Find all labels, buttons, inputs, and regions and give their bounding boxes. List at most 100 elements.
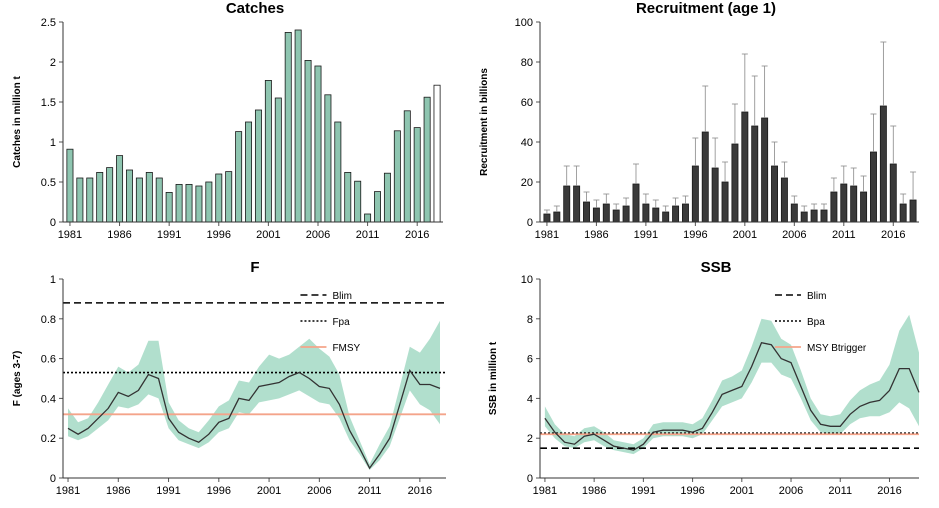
bar-1986 xyxy=(116,155,124,223)
y-tick-label: 0.8 xyxy=(41,314,56,326)
bar-2013 xyxy=(383,172,391,223)
bar-1983 xyxy=(86,177,94,223)
bar-1999 xyxy=(245,121,253,223)
confidence-band xyxy=(544,314,919,455)
bar-2001 xyxy=(741,111,749,223)
bar-2014 xyxy=(870,151,877,223)
x-tick-label: 2001 xyxy=(730,485,754,497)
legend-label-blim: Blim xyxy=(807,291,826,302)
y-tick-label: 0 xyxy=(50,217,56,229)
bar-1995 xyxy=(681,203,689,223)
bar-1997 xyxy=(225,171,233,223)
bar-1989 xyxy=(145,171,153,223)
bar-1982 xyxy=(76,177,84,223)
chart-panel-1: Catches Catches in million t 0 0.5 1 1.5 2 2.5 1… xyxy=(12,0,443,241)
chart-panel-3: F F (ages 3-7) 0 0.2 0.4 0.6 0.8 1 1981 1986 1991 1… xyxy=(12,259,446,497)
bar-2012 xyxy=(850,185,858,223)
bar-2018 xyxy=(909,199,917,223)
y-tick-label: 40 xyxy=(521,137,533,149)
y-axis-label: F (ages 3-7) xyxy=(12,351,23,407)
bar-2011 xyxy=(840,183,848,223)
x-tick-label: 2006 xyxy=(307,485,331,497)
bar-2004 xyxy=(294,29,302,223)
x-tick-label: 2006 xyxy=(779,485,803,497)
bar-1991 xyxy=(642,203,650,223)
bar-2007 xyxy=(800,211,808,223)
x-tick-label: 1986 xyxy=(106,485,130,497)
bar-1988 xyxy=(135,177,143,223)
x-tick-label: 1981 xyxy=(56,485,80,497)
bar-1985 xyxy=(583,201,590,223)
bar-1992 xyxy=(652,207,660,223)
x-tick-label: 2011 xyxy=(358,485,382,497)
x-tick-label: 1996 xyxy=(207,229,231,241)
x-tick-label: 2011 xyxy=(356,229,380,241)
bar-2014 xyxy=(393,130,401,223)
legend-label-fmsy: FMSY xyxy=(332,343,360,354)
y-tick-label: 1 xyxy=(50,137,56,149)
x-tick-label: 2016 xyxy=(408,485,432,497)
bar-2009 xyxy=(344,171,352,223)
bar-1989 xyxy=(622,205,630,223)
y-axis-label: Recruitment in billions xyxy=(479,68,490,176)
bar-1998 xyxy=(235,131,243,223)
x-tick-label: 2001 xyxy=(733,229,757,241)
bar-2003 xyxy=(761,117,769,223)
bar-2001 xyxy=(264,80,272,223)
bar-2013 xyxy=(860,191,868,223)
x-tick-label: 1981 xyxy=(58,229,82,241)
bar-1981 xyxy=(543,213,551,223)
bar-2016 xyxy=(889,163,897,223)
bar-1981 xyxy=(66,148,74,223)
bar-2016 xyxy=(413,127,421,223)
x-tick-label: 2011 xyxy=(832,229,856,241)
bar-2008 xyxy=(334,121,342,223)
x-tick-label: 2006 xyxy=(782,229,806,241)
bar-1991 xyxy=(165,191,173,223)
bar-2015 xyxy=(879,105,887,223)
bar-2002 xyxy=(751,125,759,223)
y-tick-label: 0 xyxy=(527,473,533,485)
chart-title: Catches xyxy=(226,0,284,17)
y-tick-label: 80 xyxy=(521,57,533,69)
bar-1996 xyxy=(691,165,699,223)
bar-2008 xyxy=(810,209,818,223)
y-tick-label: 0 xyxy=(527,217,533,229)
y-tick-label: 1 xyxy=(50,274,56,286)
y-tick-label: 0 xyxy=(50,473,56,485)
bar-2002 xyxy=(274,97,282,223)
bar-1993 xyxy=(662,211,670,223)
x-tick-label: 1991 xyxy=(634,229,658,241)
bar-1986 xyxy=(592,207,600,223)
x-tick-label: 1986 xyxy=(107,229,131,241)
y-tick-label: 60 xyxy=(521,97,533,109)
x-tick-label: 1981 xyxy=(533,485,557,497)
bar-2018 xyxy=(433,84,441,223)
bar-1995 xyxy=(205,181,213,223)
bar-1985 xyxy=(106,167,114,223)
y-tick-label: 4 xyxy=(527,393,533,405)
bar-1982 xyxy=(553,211,561,223)
y-tick-label: 2.5 xyxy=(41,17,56,29)
y-axis-label: SSB in million t xyxy=(488,341,499,415)
y-tick-label: 0.4 xyxy=(41,393,56,405)
legend-label-blim: Blim xyxy=(332,291,351,302)
bar-1984 xyxy=(96,171,104,223)
bar-2005 xyxy=(780,177,788,223)
y-tick-label: 10 xyxy=(521,274,533,286)
x-tick-label: 1991 xyxy=(157,229,181,241)
bar-2015 xyxy=(403,110,411,223)
chart-title: F xyxy=(250,259,259,276)
x-tick-label: 2016 xyxy=(877,485,901,497)
chart-panel-2: Recruitment (age 1) Recruitment in billio… xyxy=(479,0,919,241)
bar-2005 xyxy=(304,60,312,223)
y-tick-label: 0.5 xyxy=(41,177,56,189)
y-tick-label: 6 xyxy=(527,354,533,366)
y-axis-label: Catches in million t xyxy=(12,75,23,167)
x-tick-label: 1986 xyxy=(584,229,608,241)
x-tick-label: 2016 xyxy=(405,229,429,241)
bar-1990 xyxy=(632,183,640,223)
bar-1994 xyxy=(672,205,680,223)
